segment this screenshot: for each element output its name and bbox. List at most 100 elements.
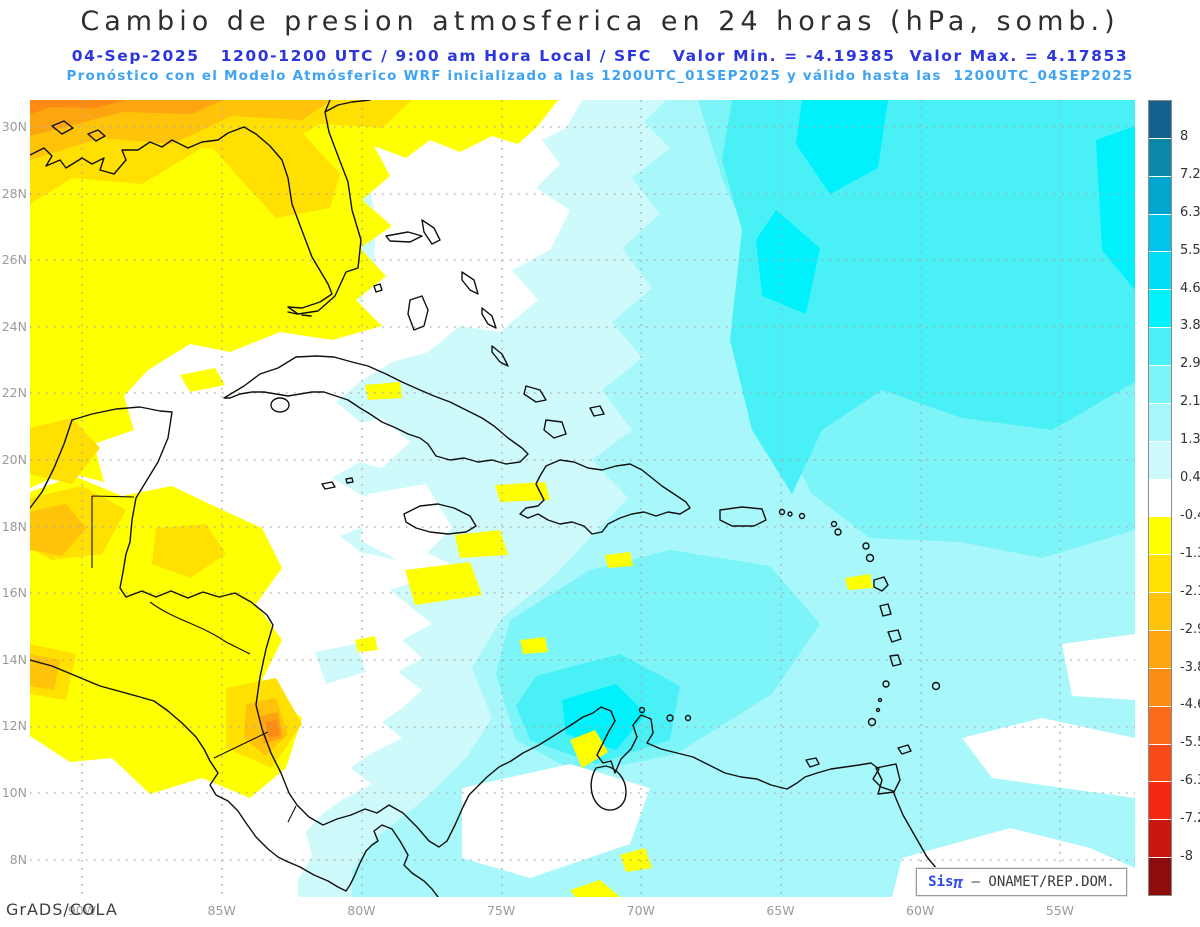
lon-label-55W: 55W [1045,903,1075,918]
contour-positive-2.9-atlantic [722,100,1135,494]
lat-label-10N: 10N [1,785,27,800]
colorbar-tick--1.3: -1.3 [1180,545,1200,561]
colorbar-cell-10 [1149,478,1171,517]
yellow-spot-cuba-west [180,368,225,392]
colorbar-tick-5.5: 5.5 [1180,242,1200,258]
contour-negative-2.1-guatemala [30,504,86,556]
colorbar-cell-1 [1149,137,1171,176]
sispi-watermark-box: Sis π – ONAMET/REP.DOM. [916,868,1127,896]
border-nicaragua-costarica [213,731,269,759]
lon-label-65W: 65W [766,903,795,918]
contour-negative-3.8-corner [30,100,126,114]
colorbar-tick--2.9: -2.9 [1180,621,1200,637]
lon-label-75W: 75W [486,903,516,918]
white-patch-venezuela [462,764,650,878]
coast-florida-keys [287,311,312,317]
coast-cuba [223,355,529,465]
coast-caymans [321,477,354,490]
coast-pacific-centralamerica [30,659,439,897]
contour-positive-nicaragua-spot [315,644,366,684]
border-costarica-panama [287,805,297,823]
colorbar-tick-4.6: 4.6 [1180,280,1200,296]
contour-negative-1.3-florida [206,116,340,218]
colorbar-cell-19 [1149,819,1171,858]
colorbar-cell-16 [1149,705,1171,744]
lon-label-90W: 90W [67,903,97,918]
colorbar-cell-12 [1149,554,1171,593]
colorbar-cell-3 [1149,213,1171,252]
colorbar-cell-7 [1149,365,1171,403]
colorbar-cell-20 [1149,857,1171,896]
colorbar-tick--7.2: -7.2 [1180,811,1200,827]
lat-label-30N: 30N [1,119,27,134]
colorbar-cell-4 [1149,251,1171,290]
subtitle-model-info: Pronóstico con el Modelo Atmósferico WRF… [66,68,1134,84]
coast-bahamas [373,219,605,439]
sispi-name: Sis [928,874,954,890]
colorbar-cell-2 [1149,175,1171,214]
coast-maracaibo-lake [590,765,627,811]
colorbar-tick-3.8: 3.8 [1180,318,1200,334]
yellow-spot-colombia [355,636,378,652]
page-title: Cambio de presion atmosferica en 24 hora… [80,6,1120,37]
colorbar-tick-1.3: 1.3 [1180,432,1200,448]
border-honduras-nicaragua [149,601,251,655]
coast-georgia [324,100,371,113]
yellow-spot-venezuela-a [520,637,548,654]
colorbar-cell-17 [1149,743,1171,782]
coast-isle-of-youth [270,397,290,413]
coast-centralamerica-caribbean [30,406,966,897]
pressure-fall-region [30,100,873,897]
lat-label-16N: 16N [1,585,27,601]
map-svg [30,100,1135,897]
contour-negative-2.9-corner [30,100,222,136]
yellow-spot-bottom-b [620,848,652,872]
contour-positive-3.8-core-east [1096,126,1135,290]
pi-symbol: π [953,872,964,892]
gridlines [30,100,1135,897]
white-patch-cuba-south [330,418,410,468]
colorbar-tick--8: -8 [1180,849,1193,865]
white-patch-east-b [962,718,1135,798]
colorbar-cell-13 [1149,592,1171,631]
contour-negative-2.1-west [30,654,60,690]
colorbar-tick--2.1: -2.1 [1180,583,1200,599]
lat-label-8N: 8N [9,851,27,867]
colorbar-cell-8 [1149,402,1171,441]
subtitle-validity: 04-Sep-2025 1200-1200 UTC / 9:00 am Hora… [71,47,1129,65]
coast-lesser-antilles [638,508,941,795]
colorbar-cell-9 [1149,440,1171,479]
contour-negative-0.4-gulf [30,100,558,488]
colorbar-tick--3.8: -3.8 [1180,659,1200,675]
lon-label-60W: 60W [906,903,935,918]
colorbar-cell-5 [1149,289,1171,328]
lat-label-14N: 14N [1,651,27,667]
yellow-spot-venezuela-b [570,730,608,768]
coastlines [30,100,966,897]
yellow-spot-bottom-a [570,880,620,897]
lat-label-20N: 20N [1,452,27,467]
colorbar-cell-11 [1149,516,1171,555]
forecast-map [30,100,1135,897]
contour-negative-3.8-costarica [266,720,280,738]
colorbar-tick-7.2: 7.2 [1180,166,1200,182]
coast-louisiana-lakes [51,120,106,142]
neutral-white-patches [330,418,1135,897]
colorbar-tick--6.3: -6.3 [1180,773,1200,789]
colorbar-tick-6.3: 6.3 [1180,204,1200,220]
lat-label-28N: 28N [1,185,27,201]
contour-positive-3.8-core-a [796,100,888,194]
colorbar-tick-0.4: 0.4 [1180,470,1200,486]
lon-label-70W: 70W [626,903,655,918]
onamet-label: – ONAMET/REP.DOM. [971,874,1115,890]
colorbar-tick--0.4: -0.4 [1180,507,1200,523]
coast-hispaniola [519,459,691,535]
colorbar-tick--5.5: -5.5 [1180,735,1200,751]
colorbar-tick-2.1: 2.1 [1180,394,1200,410]
lon-label-80W: 80W [347,903,376,918]
contour-negative-1.3-yucatan [30,418,100,484]
colorbar-cell-0 [1149,101,1171,138]
yellow-spot-cuba-north [495,482,550,502]
colorbar-tick-8: 8 [1180,128,1189,144]
coast-us-gulf-florida [30,100,362,315]
